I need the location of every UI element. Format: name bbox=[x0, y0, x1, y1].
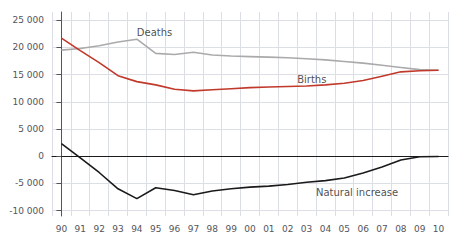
svg-text:97: 97 bbox=[188, 224, 199, 234]
svg-text:20 000: 20 000 bbox=[13, 42, 45, 52]
svg-text:-10 000: -10 000 bbox=[9, 206, 44, 216]
svg-text:99: 99 bbox=[225, 224, 237, 234]
svg-text:25 000: 25 000 bbox=[13, 15, 45, 25]
svg-text:98: 98 bbox=[207, 224, 219, 234]
svg-text:5 000: 5 000 bbox=[18, 124, 44, 134]
svg-text:95: 95 bbox=[150, 224, 161, 234]
svg-text:94: 94 bbox=[131, 224, 143, 234]
svg-text:Natural increase: Natural increase bbox=[316, 187, 398, 198]
svg-text:90: 90 bbox=[56, 224, 68, 234]
svg-text:91: 91 bbox=[75, 224, 86, 234]
svg-text:07: 07 bbox=[376, 224, 387, 234]
svg-text:Deaths: Deaths bbox=[137, 27, 172, 38]
svg-text:10 000: 10 000 bbox=[13, 97, 45, 107]
svg-text:15 000: 15 000 bbox=[13, 70, 45, 80]
svg-text:02: 02 bbox=[282, 224, 293, 234]
svg-text:09: 09 bbox=[414, 224, 426, 234]
svg-text:00: 00 bbox=[244, 224, 256, 234]
svg-text:06: 06 bbox=[357, 224, 369, 234]
svg-text:0: 0 bbox=[38, 151, 44, 161]
svg-text:93: 93 bbox=[112, 224, 123, 234]
svg-text:04: 04 bbox=[320, 224, 332, 234]
svg-text:10: 10 bbox=[433, 224, 445, 234]
svg-text:96: 96 bbox=[169, 224, 181, 234]
svg-text:Births: Births bbox=[297, 74, 326, 85]
svg-text:05: 05 bbox=[339, 224, 350, 234]
svg-text:03: 03 bbox=[301, 224, 312, 234]
svg-text:01: 01 bbox=[263, 224, 274, 234]
svg-text:-5 000: -5 000 bbox=[15, 178, 44, 188]
svg-text:92: 92 bbox=[93, 224, 104, 234]
svg-text:08: 08 bbox=[395, 224, 407, 234]
